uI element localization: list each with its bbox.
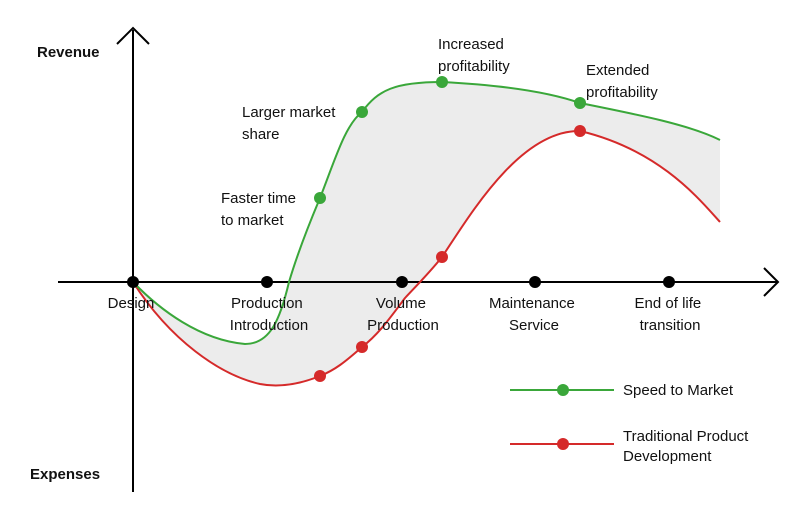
speed-marker-increased-profit [436,76,448,88]
stage-dot-design [127,276,139,288]
stage-label-volume-production: Volume Production [367,295,439,334]
y-axis-arrowhead [116,26,150,45]
stage-dot-volume-production [396,276,408,288]
annotation-larger-market-share: Larger market share [242,104,340,143]
legend-traditional-marker [557,438,569,450]
traditional-marker-2 [356,341,368,353]
traditional-marker-4 [574,125,586,137]
legend: Speed to Market Traditional Product Deve… [510,382,753,465]
x-axis-arrowhead [763,267,780,297]
speed-marker-faster-time [314,192,326,204]
stage-label-maintenance-service: Maintenance Service [489,295,579,334]
legend-traditional-label: Traditional Product Development [623,428,753,465]
speed-marker-extended-profit [574,97,586,109]
stage-label-production-introduction: Production Introduction [230,295,308,334]
profit-gap-area [133,82,720,386]
stage-dot-end-of-life [663,276,675,288]
annotation-increased-profitability: Increased profitability [438,36,510,75]
stage-dot-production-introduction [261,276,273,288]
stage-label-design: Design [108,295,155,312]
y-axis-revenue-label: Revenue [37,44,100,61]
speed-marker-larger-share [356,106,368,118]
annotation-extended-profitability: Extended profitability [586,62,658,101]
legend-speed-marker [557,384,569,396]
y-axis-expenses-label: Expenses [30,466,100,483]
traditional-marker-1 [314,370,326,382]
stage-dot-maintenance-service [529,276,541,288]
annotation-faster-time-to-market: Faster time to market [221,190,300,229]
legend-speed-label: Speed to Market [623,382,734,399]
stage-label-end-of-life: End of life transition [635,295,706,334]
traditional-marker-3 [436,251,448,263]
